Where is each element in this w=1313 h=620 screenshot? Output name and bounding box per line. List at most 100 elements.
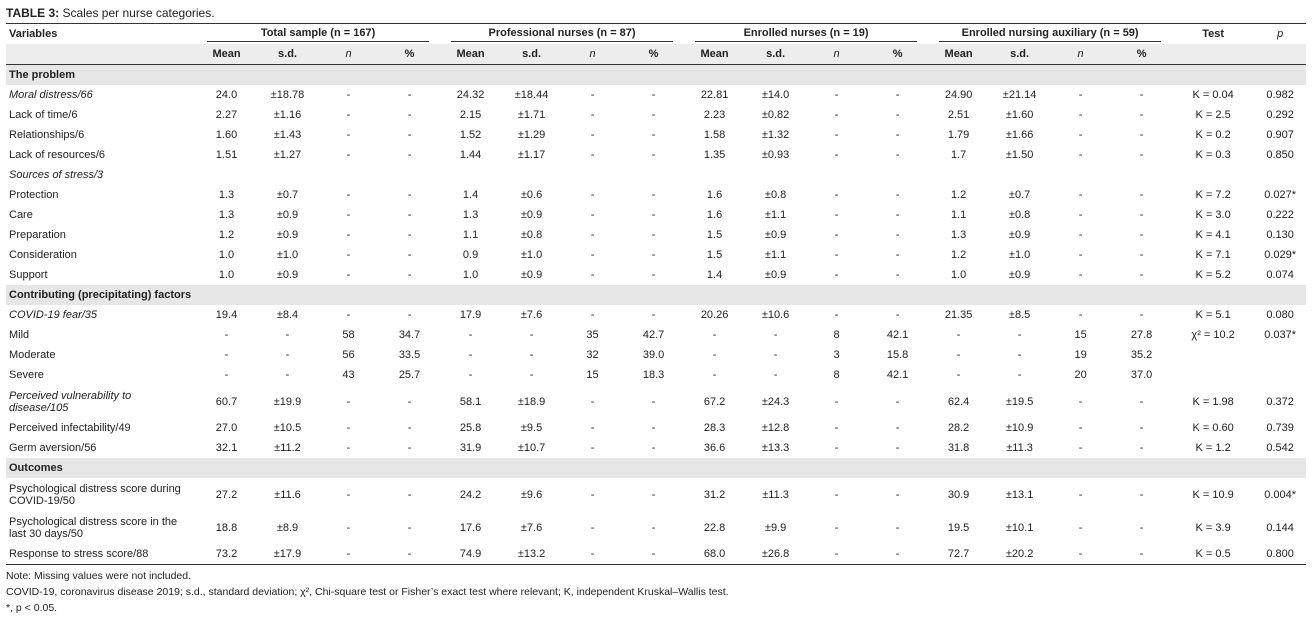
value-cell: -	[956, 349, 961, 361]
subheader-cell: s.d.	[745, 44, 807, 65]
value-cell: 1.60	[215, 129, 238, 141]
value-cell: -	[1078, 442, 1083, 454]
test-cell: K = 5.1	[1195, 309, 1231, 321]
notes: Note: Missing values were not included. C…	[6, 568, 1306, 616]
value-cell: ±9.6	[520, 488, 543, 501]
value-cell: -	[529, 349, 534, 361]
group-header: Enrolled nursing auxiliary (n = 59)	[928, 24, 1172, 45]
value-cell: -	[651, 488, 656, 501]
value-cell: 1.2	[950, 249, 967, 261]
value-cell: ±10.9	[1005, 422, 1034, 434]
value-cell: -	[1139, 521, 1144, 534]
value-cell: ±24.3	[761, 395, 790, 408]
value-cell: -	[1017, 369, 1022, 381]
section-title: The problem	[6, 64, 1307, 85]
blank-cell	[440, 165, 501, 185]
blank-cell	[1111, 165, 1172, 185]
value-cell: -	[590, 249, 595, 261]
test-cell: K = 1.2	[1195, 442, 1231, 454]
value-cell: ±19.9	[273, 395, 302, 408]
value-cell: -	[895, 548, 900, 560]
value-cell: 58.1	[459, 395, 482, 408]
value-cell: 8	[833, 369, 840, 381]
value-cell: -	[346, 269, 351, 281]
value-cell: ±1.0	[276, 249, 299, 261]
subheader-cell: %	[1111, 44, 1173, 65]
row-label: Psychological distress score in the last…	[9, 515, 178, 540]
value-cell: 27.2	[215, 488, 238, 501]
value-cell: -	[895, 209, 900, 221]
value-cell: ±1.1	[764, 209, 787, 221]
value-cell: -	[590, 109, 595, 121]
caption-label: TABLE 3:	[6, 6, 60, 20]
value-cell: ±1.0	[1008, 249, 1031, 261]
value-cell: 22.8	[703, 521, 726, 534]
blank-cell	[928, 165, 989, 185]
value-cell: 1.5	[706, 229, 723, 241]
value-cell: 1.3	[218, 209, 235, 221]
value-cell: ±0.9	[1008, 229, 1031, 241]
value-cell: -	[1078, 189, 1083, 201]
value-cell: -	[407, 269, 412, 281]
value-cell: -	[285, 349, 290, 361]
value-cell: 19.5	[947, 521, 970, 534]
value-cell: 1.35	[703, 149, 726, 161]
value-cell: ±10.7	[517, 442, 546, 454]
value-cell: -	[407, 189, 412, 201]
value-cell: ±0.7	[1008, 189, 1031, 201]
value-cell: -	[1139, 309, 1144, 321]
p-cell: 0.037*	[1264, 329, 1297, 341]
data-row: Perceived vulnerability to disease/105 60…	[6, 385, 1306, 418]
value-cell: -	[1139, 488, 1144, 501]
subheader-cell: Mean	[196, 44, 257, 65]
p-cell: 0.542	[1266, 442, 1294, 454]
subheader-cell: s.d.	[989, 44, 1051, 65]
data-row: Sources of stress/3	[6, 165, 1306, 185]
value-cell: ±17.9	[273, 548, 302, 560]
value-cell: ±0.8	[764, 189, 787, 201]
data-row: Perceived infectability/49 27.0 ±10.5 - - 25.…	[6, 418, 1306, 438]
value-cell: ±11.6	[274, 488, 301, 501]
blank-cell	[562, 165, 623, 185]
value-cell: 21.35	[944, 309, 973, 321]
subheader-cell: s.d.	[501, 44, 563, 65]
value-cell: -	[590, 209, 595, 221]
value-cell: -	[590, 548, 595, 560]
value-cell: -	[956, 369, 961, 381]
data-row: Lack of resources/6 1.51 ±1.27 - - 1.44 ±1.17 -…	[6, 145, 1306, 165]
value-cell: 2.27	[215, 109, 238, 121]
note-line: Note: Missing values were not included.	[6, 570, 192, 582]
value-cell: 1.2	[218, 229, 235, 241]
value-cell: 17.6	[459, 521, 482, 534]
value-cell: 56	[342, 349, 355, 361]
value-cell: 36.6	[703, 442, 726, 454]
row-label: Severe	[9, 369, 44, 381]
blank-cell	[318, 165, 379, 185]
value-cell: ±20.2	[1005, 548, 1034, 560]
value-cell: -	[1139, 229, 1144, 241]
value-cell: -	[895, 269, 900, 281]
value-cell: ±13.2	[517, 548, 546, 560]
value-cell: ±0.9	[1008, 269, 1031, 281]
blank-cell	[257, 165, 318, 185]
value-cell: 1.0	[218, 249, 235, 261]
value-cell: 19	[1074, 349, 1087, 361]
value-cell: 8	[833, 329, 840, 341]
blank-cell	[379, 165, 440, 185]
value-cell: -	[895, 109, 900, 121]
value-cell: 1.2	[950, 189, 967, 201]
value-cell: 42.7	[642, 329, 665, 341]
value-cell: -	[834, 442, 839, 454]
value-cell: -	[834, 129, 839, 141]
value-cell: 24.90	[944, 89, 973, 101]
value-cell: -	[468, 329, 473, 341]
p-cell: 0.739	[1266, 422, 1294, 434]
group-header: Total sample (n = 167)	[196, 24, 440, 45]
value-cell: ±13.1	[1005, 488, 1034, 501]
p-cell: 0.982	[1266, 89, 1294, 101]
value-cell: 20	[1074, 369, 1087, 381]
value-cell: -	[407, 229, 412, 241]
value-cell: -	[773, 329, 778, 341]
value-cell: ±8.9	[276, 521, 299, 534]
